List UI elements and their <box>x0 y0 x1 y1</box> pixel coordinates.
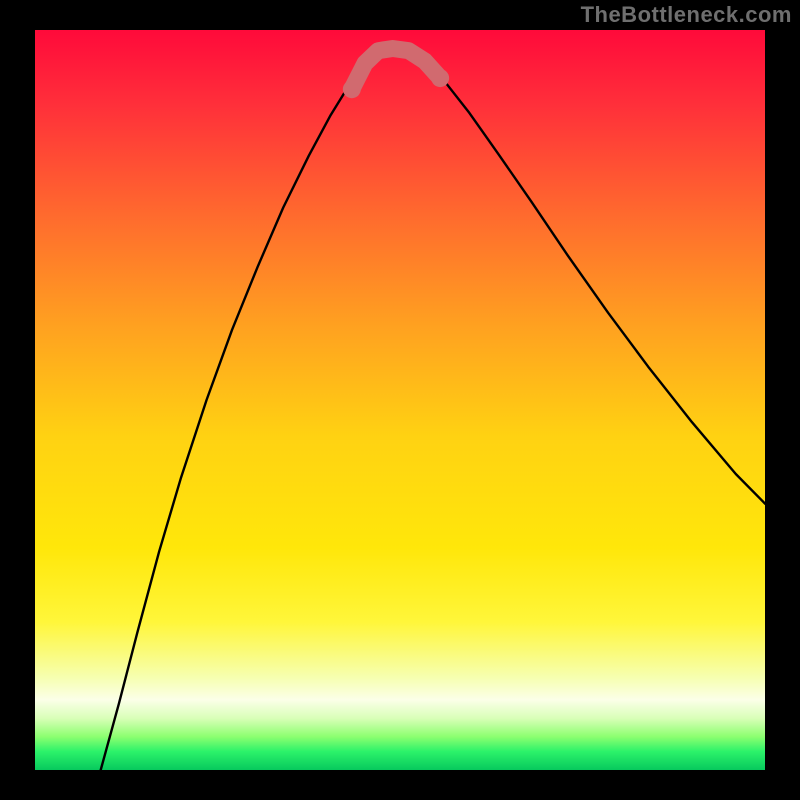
chart-stage: TheBottleneck.com <box>0 0 800 800</box>
plot-gradient-background <box>35 30 765 770</box>
valley-highlight-end-right <box>431 69 449 87</box>
valley-highlight-end-left <box>343 80 361 98</box>
chart-svg <box>0 0 800 800</box>
